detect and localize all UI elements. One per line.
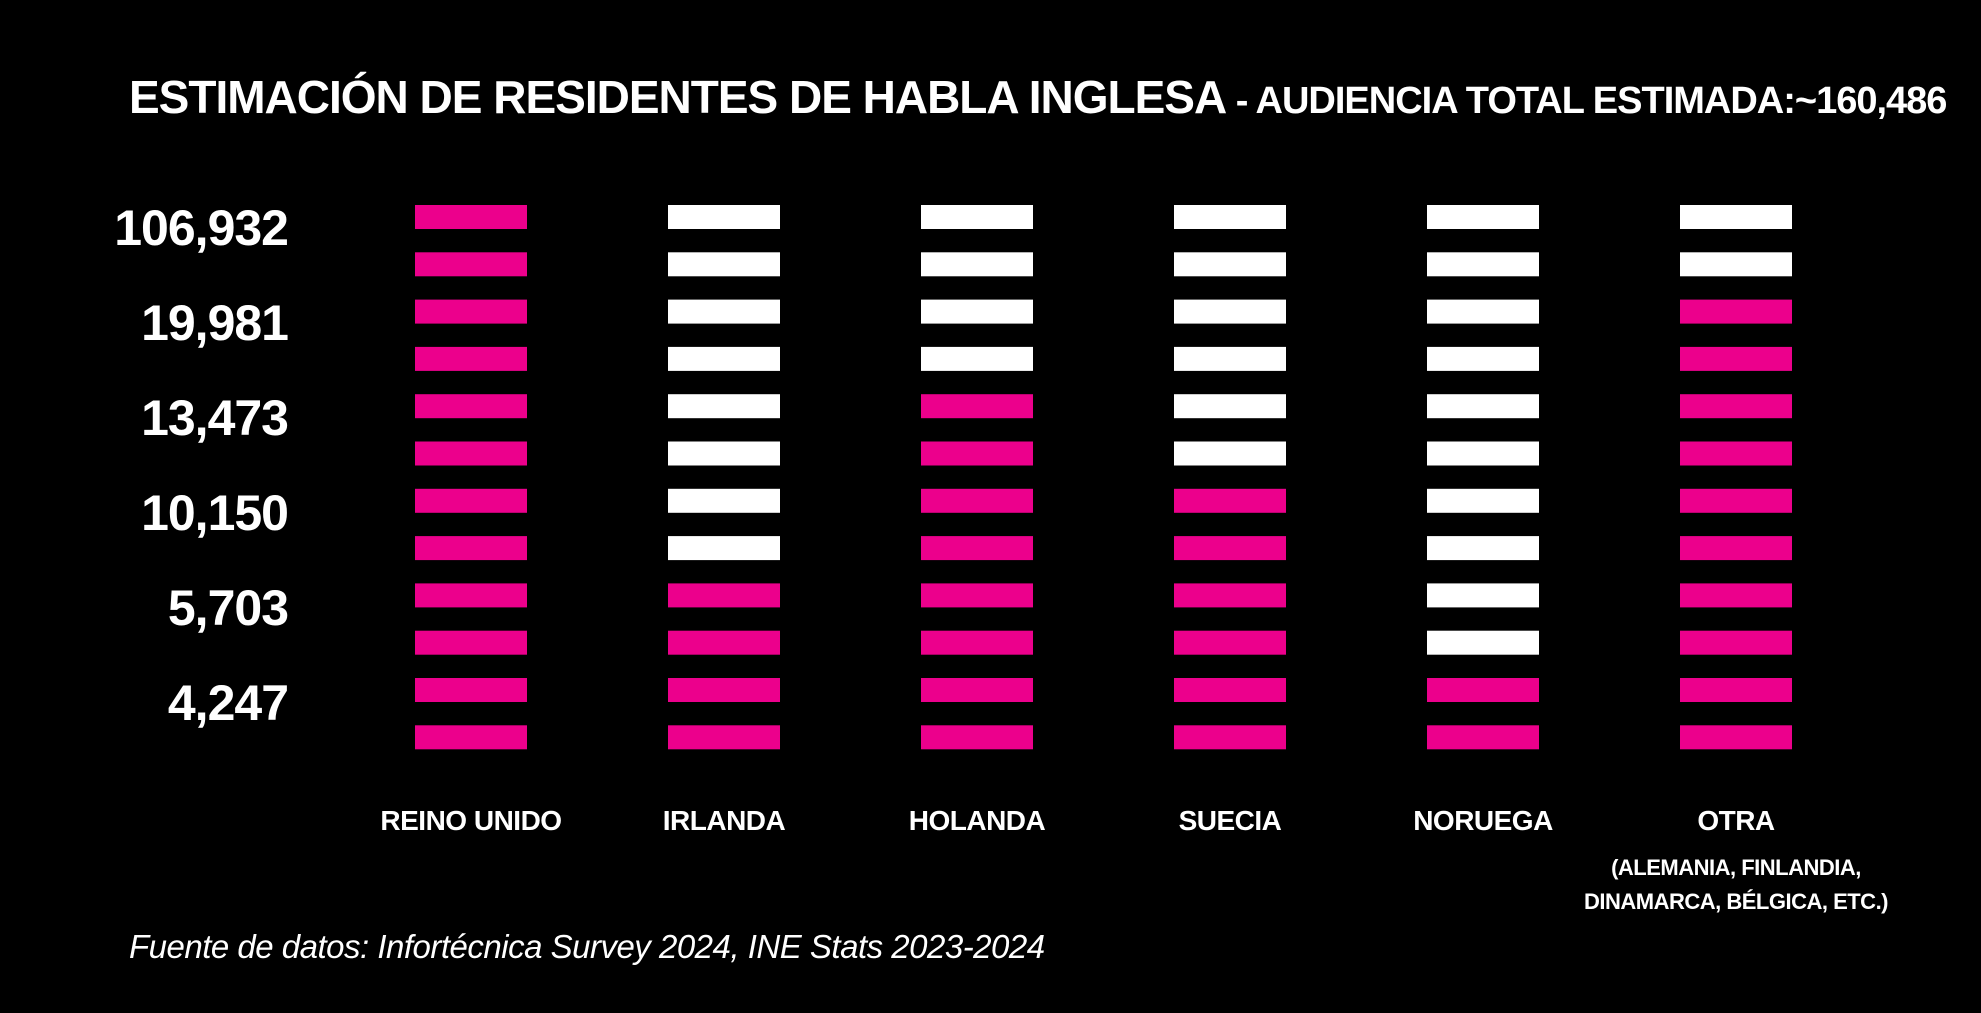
bar-block [1427, 678, 1539, 702]
bar-block [668, 299, 780, 324]
bar-block [921, 441, 1033, 466]
bar-block [921, 252, 1033, 277]
bar-block [1680, 536, 1792, 561]
chart-title-main: ESTIMACIÓN DE RESIDENTES DE HABLA INGLES… [129, 71, 1227, 123]
category-note: (ALEMANIA, FINLANDIA, [1611, 855, 1861, 880]
bar-block [1174, 488, 1286, 513]
bar-block [415, 205, 527, 229]
bar-block [1174, 252, 1286, 277]
bar-block [668, 536, 780, 561]
bar-block [1680, 678, 1792, 702]
y-tick-label: 106,932 [114, 200, 288, 256]
bar-block [668, 678, 780, 702]
bar-block [921, 725, 1033, 750]
bar-block [921, 583, 1033, 608]
bar-block [1427, 536, 1539, 561]
bar-block [415, 630, 527, 655]
bar-block [921, 394, 1033, 419]
category-label: OTRA [1697, 805, 1775, 836]
bar-block [668, 488, 780, 513]
bar-block [1427, 252, 1539, 277]
bar-block [921, 488, 1033, 513]
bar-block [415, 252, 527, 277]
bar-block [415, 678, 527, 702]
bar-block [1427, 394, 1539, 419]
bar-block [1680, 394, 1792, 419]
bar-block [921, 630, 1033, 655]
bar-block [1680, 252, 1792, 277]
y-tick-label: 19,981 [141, 295, 288, 351]
bar-block [921, 299, 1033, 324]
data-source: Fuente de datos: Infortécnica Survey 202… [129, 928, 1045, 965]
bar-block [1680, 299, 1792, 324]
bar-block [1174, 678, 1286, 702]
bar-block [1680, 346, 1792, 371]
bar-block [921, 536, 1033, 561]
bar-block [1174, 725, 1286, 750]
category-label: REINO UNIDO [380, 805, 561, 836]
bar-block [1174, 299, 1286, 324]
category-note: DINAMARCA, BÉLGICA, ETC.) [1584, 889, 1888, 914]
category-label: SUECIA [1179, 805, 1282, 836]
bar-block [1427, 205, 1539, 229]
bar-block [1174, 205, 1286, 229]
bar-block [668, 252, 780, 277]
bar-block [668, 630, 780, 655]
bar-block [1174, 346, 1286, 371]
bar-block [415, 441, 527, 466]
bar-block [415, 394, 527, 419]
bar-block [1427, 583, 1539, 608]
bar-block [668, 725, 780, 750]
bar-block [1427, 346, 1539, 371]
bar-block [1680, 630, 1792, 655]
bar-block [1174, 441, 1286, 466]
bar-block [1427, 441, 1539, 466]
y-tick-label: 5,703 [168, 580, 288, 636]
bar-block [921, 205, 1033, 229]
bar-block [415, 346, 527, 371]
y-tick-label: 10,150 [141, 485, 288, 541]
y-tick-label: 13,473 [141, 390, 288, 446]
category-label: NORUEGA [1413, 805, 1553, 836]
bar-block [1427, 725, 1539, 750]
bar-block [1174, 630, 1286, 655]
bar-block [668, 346, 780, 371]
bar-block [668, 394, 780, 419]
bar-block [1680, 441, 1792, 466]
bar-block [415, 725, 527, 750]
category-label: HOLANDA [909, 805, 1046, 836]
bar-block [415, 299, 527, 324]
bar-block [1427, 488, 1539, 513]
category-label: IRLANDA [663, 805, 786, 836]
bar-block [1680, 725, 1792, 750]
bar-block [668, 441, 780, 466]
bar-block [1680, 488, 1792, 513]
chart-title-separator: - [1226, 80, 1256, 122]
bar-block [1427, 299, 1539, 324]
chart-title: ESTIMACIÓN DE RESIDENTES DE HABLA INGLES… [129, 70, 1948, 124]
bar-block [1427, 630, 1539, 655]
bar-block [415, 488, 527, 513]
bar-block [1680, 205, 1792, 229]
bar-block [1680, 583, 1792, 608]
bar-block [668, 205, 780, 229]
y-tick-label: 4,247 [168, 675, 288, 731]
bar-block [415, 583, 527, 608]
chart-subtitle: AUDIENCIA TOTAL ESTIMADA:~160,486 [1255, 80, 1948, 122]
bar-block [1174, 394, 1286, 419]
bar-block [415, 536, 527, 561]
bar-block [668, 583, 780, 608]
bar-block [921, 346, 1033, 371]
bar-block [1174, 536, 1286, 561]
bar-block [921, 678, 1033, 702]
bar-block [1174, 583, 1286, 608]
